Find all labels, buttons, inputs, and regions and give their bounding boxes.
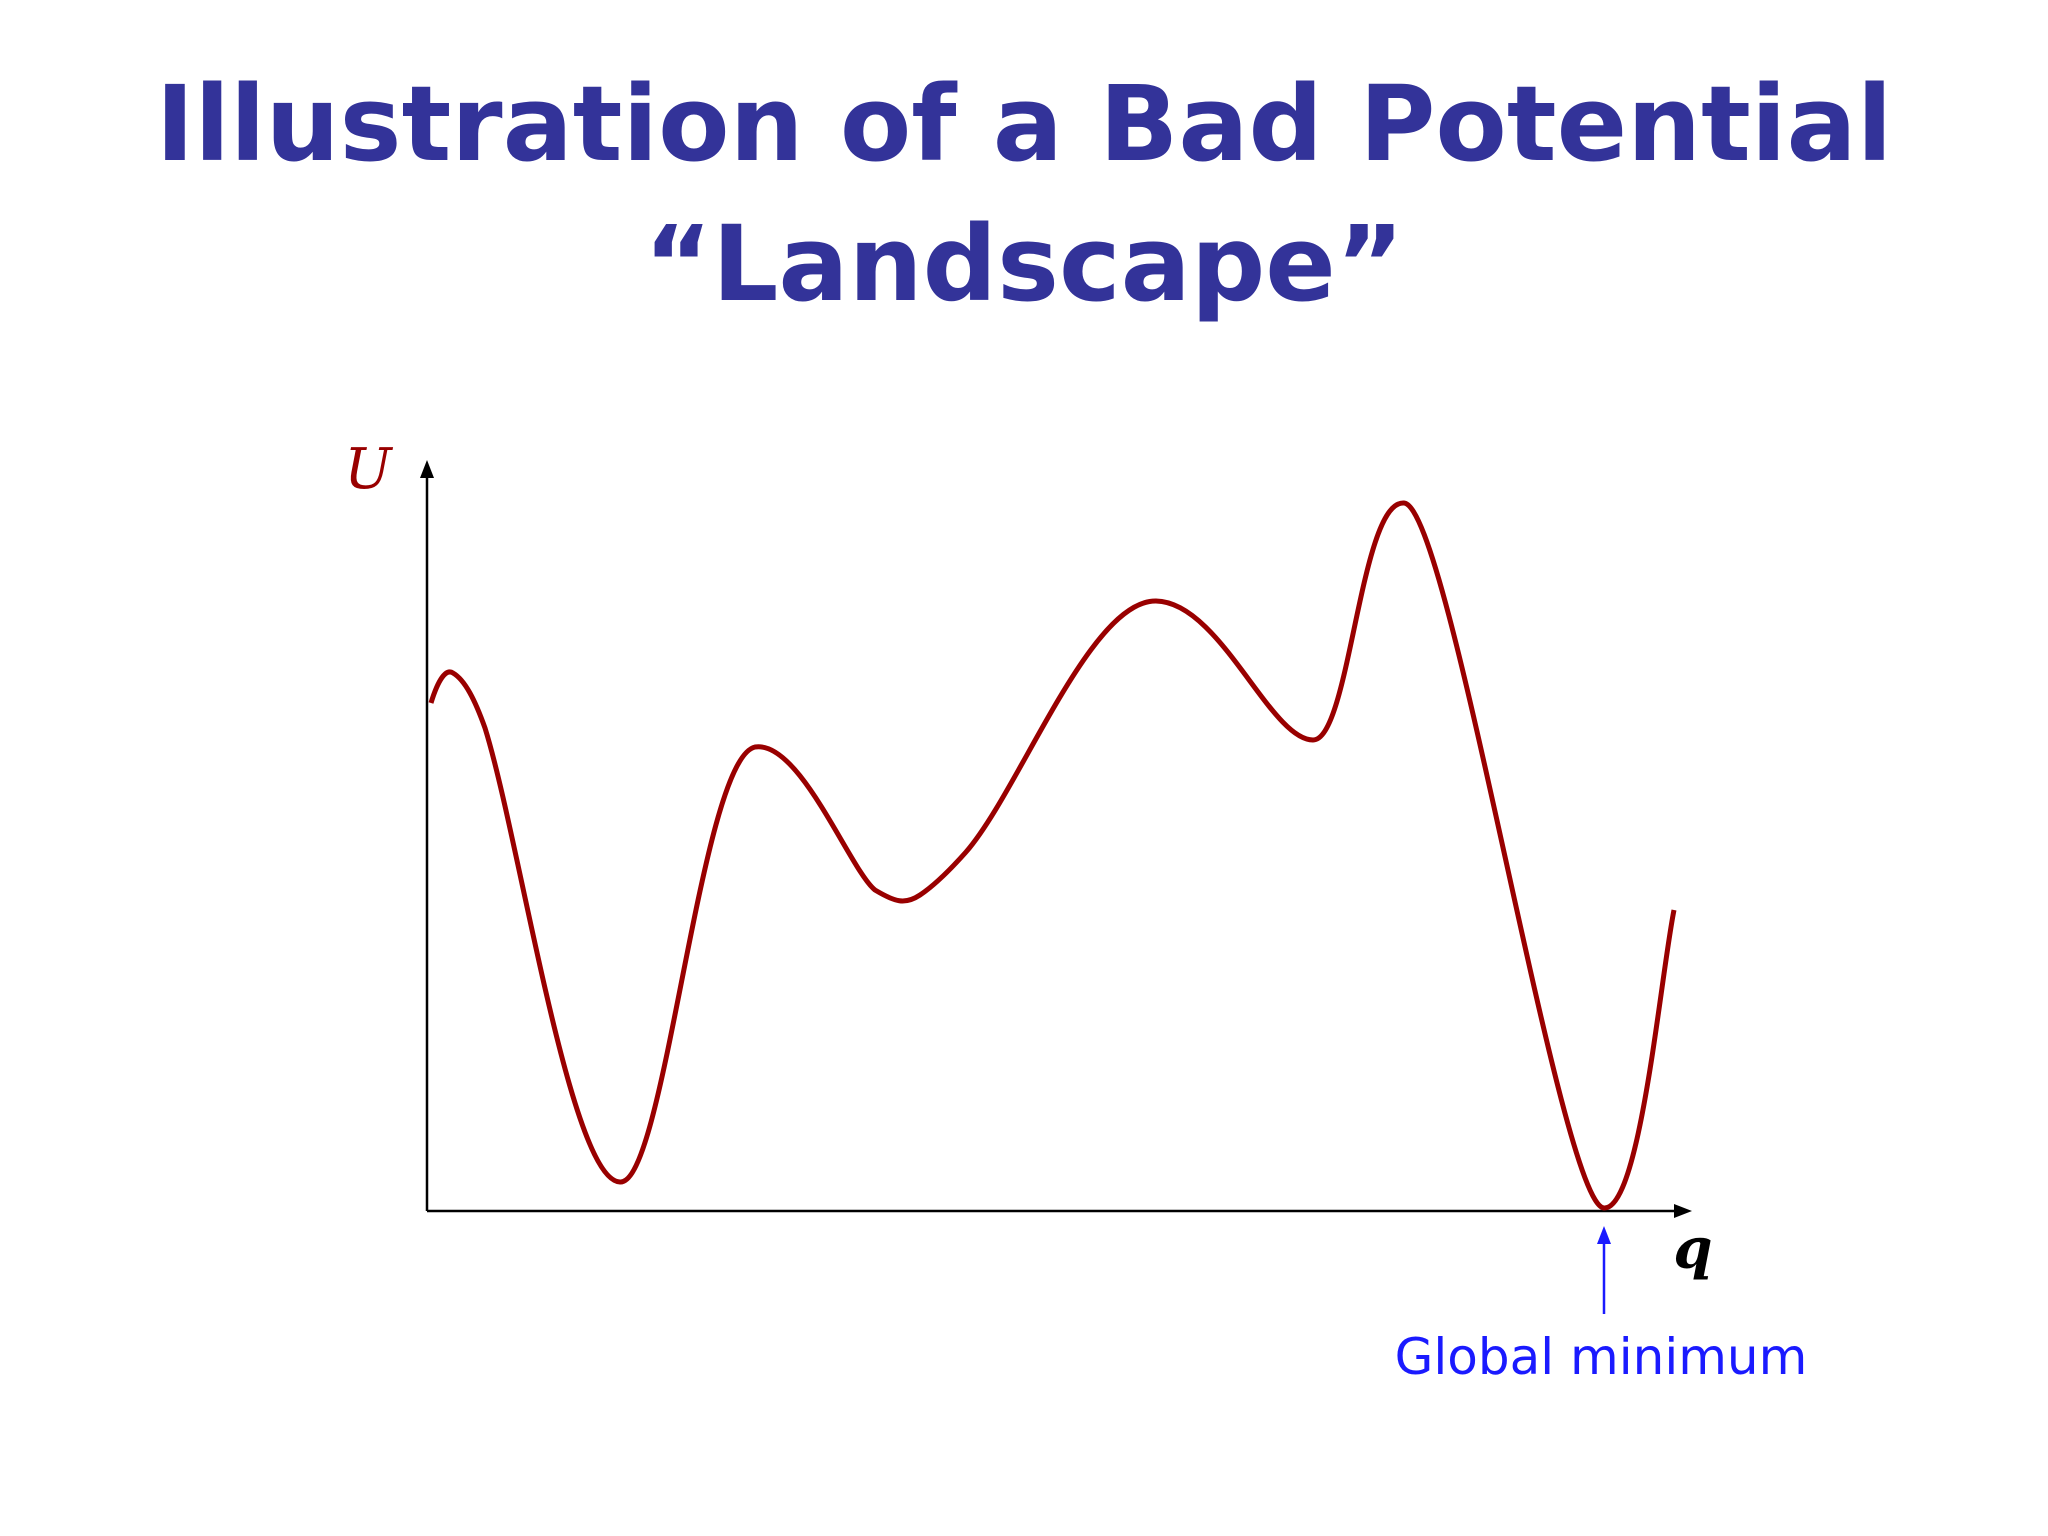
x-axis-label: q (1673, 1216, 1712, 1282)
y-axis-arrowhead (420, 460, 434, 478)
y-axis-label: U (344, 437, 393, 502)
title-line: Illustration of a Bad Potential (156, 63, 1893, 185)
potential-curve (428, 500, 1677, 1211)
annotation-arrowhead (1597, 1226, 1611, 1244)
annotation-label: Global minimum (1395, 1328, 1808, 1386)
title-line: “Landscape” (644, 203, 1404, 325)
x-axis-arrowhead (1674, 1204, 1692, 1218)
